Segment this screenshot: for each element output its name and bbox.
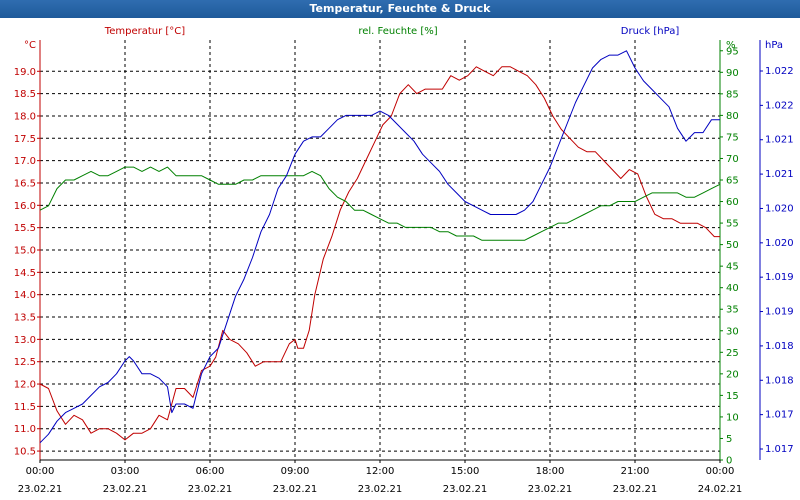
x-tick-time-label: 00:00 — [26, 466, 55, 477]
humidity-series-line — [39, 166, 721, 241]
pressure-tick-label: 1.018 — [765, 375, 794, 386]
temperature-tick-label: 18.0 — [14, 111, 36, 122]
x-tick-time-label: 00:00 — [706, 466, 735, 477]
pressure-tick-label: 1.022 — [765, 66, 794, 77]
humidity-tick-label: 15 — [726, 391, 739, 402]
humidity-tick-label: 25 — [726, 348, 739, 359]
x-tick-date-label: 23.02.21 — [103, 484, 148, 495]
humidity-unit-label: % — [726, 40, 736, 51]
pressure-tick-label: 1.017 — [765, 444, 794, 455]
humidity-tick-label: 65 — [726, 176, 739, 187]
pressure-unit-label: hPa — [765, 40, 783, 51]
humidity-tick-label: 10 — [726, 412, 739, 423]
temperature-tick-label: 15.0 — [14, 246, 36, 257]
temperature-tick-label: 10.5 — [14, 447, 36, 458]
x-tick-time-label: 06:00 — [196, 466, 225, 477]
temperature-tick-label: 17.5 — [14, 134, 36, 145]
temperature-tick-label: 12.0 — [14, 380, 36, 391]
chart-grid — [40, 40, 720, 460]
x-tick-time-label: 15:00 — [451, 466, 480, 477]
pressure-tick-label: 1.019 — [765, 272, 794, 283]
temperature-tick-label: 12.5 — [14, 357, 36, 368]
x-tick-time-label: 03:00 — [111, 466, 140, 477]
x-tick-time-label: 09:00 — [281, 466, 310, 477]
humidity-tick-label: 80 — [726, 111, 739, 122]
temperature-tick-label: 11.5 — [14, 402, 36, 413]
pressure-tick-label: 1.021 — [765, 135, 794, 146]
humidity-tick-label: 45 — [726, 262, 739, 273]
humidity-tick-label: 60 — [726, 197, 739, 208]
temperature-tick-label: 15.5 — [14, 223, 36, 234]
x-tick-date-label: 23.02.21 — [613, 484, 658, 495]
temperature-tick-label: 11.0 — [14, 424, 36, 435]
humidity-series-label: rel. Feuchte [%] — [358, 26, 437, 37]
x-tick-date-label: 23.02.21 — [188, 484, 233, 495]
x-tick-date-label: 23.02.21 — [528, 484, 573, 495]
humidity-tick-label: 35 — [726, 305, 739, 316]
humidity-tick-label: 70 — [726, 154, 739, 165]
chart-labels: 10.5 11.0 11.5 12.0 12.5 13.0 13.5 14.0 14.5 15.0… — [14, 26, 794, 495]
humidity-tick-label: 0 — [726, 456, 732, 467]
pressure-tick-label: 1.020 — [765, 203, 794, 214]
pressure-tick-label: 1.019 — [765, 307, 794, 318]
x-tick-time-label: 21:00 — [621, 466, 650, 477]
chart-series — [39, 50, 721, 444]
x-tick-date-label: 23.02.21 — [18, 484, 63, 495]
x-tick-date-label: 23.02.21 — [273, 484, 318, 495]
humidity-tick-label: 95 — [726, 46, 739, 57]
pressure-tick-label: 1.021 — [765, 169, 794, 180]
temperature-tick-label: 16.5 — [14, 178, 36, 189]
temperature-series-line — [39, 66, 720, 441]
humidity-tick-label: 55 — [726, 219, 739, 230]
chart-title: Temperatur, Feuchte & Druck — [0, 0, 800, 18]
temperature-unit-label: °C — [24, 40, 36, 51]
pressure-series-label: Druck [hPa] — [621, 26, 680, 37]
temperature-series-label: Temperatur [°C] — [104, 26, 185, 37]
x-tick-date-label: 23.02.21 — [443, 484, 488, 495]
pressure-tick-label: 1.017 — [765, 410, 794, 421]
humidity-tick-label: 30 — [726, 326, 739, 337]
temperature-tick-label: 16.0 — [14, 201, 36, 212]
x-tick-time-label: 12:00 — [366, 466, 395, 477]
humidity-tick-label: 40 — [726, 283, 739, 294]
humidity-tick-label: 75 — [726, 132, 739, 143]
x-tick-date-label: 23.02.21 — [358, 484, 403, 495]
pressure-series-line — [39, 50, 720, 444]
temperature-tick-label: 13.0 — [14, 335, 36, 346]
humidity-tick-label: 90 — [726, 68, 739, 79]
pressure-tick-label: 1.022 — [765, 100, 794, 111]
temperature-tick-label: 19.0 — [14, 67, 36, 78]
humidity-tick-label: 50 — [726, 240, 739, 251]
temperature-tick-label: 14.5 — [14, 268, 36, 279]
chart-axes — [37, 40, 763, 463]
x-tick-time-label: 18:00 — [536, 466, 565, 477]
temperature-tick-label: 14.0 — [14, 290, 36, 301]
pressure-tick-label: 1.020 — [765, 238, 794, 249]
temperature-tick-label: 17.0 — [14, 156, 36, 167]
temperature-tick-label: 18.5 — [14, 89, 36, 100]
humidity-tick-label: 5 — [726, 434, 732, 445]
chart: 10.5 11.0 11.5 12.0 12.5 13.0 13.5 14.0 14.5 15.0… — [14, 26, 794, 495]
x-tick-date-label: 24.02.21 — [698, 484, 743, 495]
temperature-tick-label: 13.5 — [14, 313, 36, 324]
humidity-tick-label: 20 — [726, 369, 739, 380]
humidity-tick-label: 85 — [726, 89, 739, 100]
pressure-tick-label: 1.018 — [765, 341, 794, 352]
